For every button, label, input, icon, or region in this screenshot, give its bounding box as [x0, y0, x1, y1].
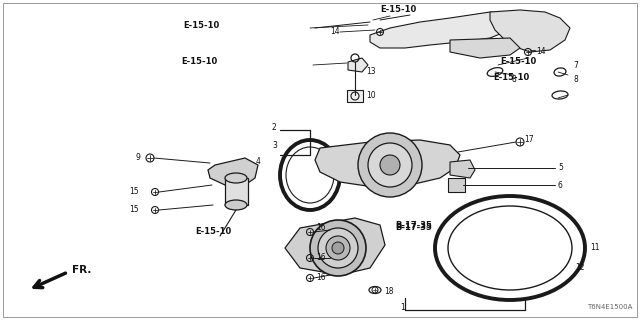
Ellipse shape: [358, 133, 422, 197]
Polygon shape: [348, 58, 368, 72]
Text: T6N4E1500A: T6N4E1500A: [587, 304, 632, 310]
Polygon shape: [490, 10, 570, 52]
Text: 1: 1: [400, 303, 404, 313]
Ellipse shape: [326, 236, 350, 260]
Text: 5: 5: [558, 164, 563, 172]
Text: E-15-10: E-15-10: [380, 5, 416, 14]
Ellipse shape: [310, 220, 366, 276]
Polygon shape: [285, 218, 385, 275]
Text: B-17-35: B-17-35: [395, 222, 432, 231]
Ellipse shape: [332, 242, 344, 254]
Text: B-17-35: B-17-35: [395, 220, 432, 229]
Polygon shape: [208, 158, 258, 185]
Ellipse shape: [318, 228, 358, 268]
Text: 17: 17: [524, 135, 534, 145]
Text: 12: 12: [575, 263, 584, 273]
Text: 16: 16: [316, 223, 326, 233]
Text: 9: 9: [135, 154, 140, 163]
Text: 16: 16: [316, 253, 326, 262]
Text: E-15-10: E-15-10: [184, 21, 220, 30]
Text: FR.: FR.: [72, 265, 92, 275]
Ellipse shape: [380, 155, 400, 175]
Polygon shape: [347, 90, 363, 102]
Polygon shape: [225, 178, 248, 205]
Text: 14: 14: [330, 28, 340, 36]
Text: 7: 7: [573, 60, 578, 69]
Text: 18: 18: [384, 287, 394, 297]
Text: 8: 8: [511, 75, 516, 84]
Polygon shape: [370, 12, 520, 48]
Text: E-15-10: E-15-10: [182, 58, 218, 67]
Text: 10: 10: [366, 91, 376, 100]
Text: 14: 14: [536, 47, 546, 57]
Ellipse shape: [368, 143, 412, 187]
Text: 15: 15: [129, 205, 139, 214]
Text: 3: 3: [272, 140, 277, 149]
Text: 2: 2: [272, 124, 276, 132]
Text: E-15-10: E-15-10: [500, 58, 536, 67]
Polygon shape: [450, 160, 475, 178]
Text: E-15-10: E-15-10: [493, 74, 529, 83]
Ellipse shape: [225, 173, 247, 183]
Polygon shape: [450, 38, 520, 58]
Text: E-15-10: E-15-10: [195, 228, 231, 236]
Polygon shape: [448, 178, 465, 192]
Text: 11: 11: [590, 244, 600, 252]
Text: 8: 8: [573, 76, 578, 84]
Text: 4: 4: [256, 157, 261, 166]
Polygon shape: [315, 140, 460, 188]
Ellipse shape: [225, 200, 247, 210]
Text: 6: 6: [558, 180, 563, 189]
Text: 13: 13: [366, 68, 376, 76]
Text: 15: 15: [129, 188, 139, 196]
Text: 16: 16: [316, 274, 326, 283]
